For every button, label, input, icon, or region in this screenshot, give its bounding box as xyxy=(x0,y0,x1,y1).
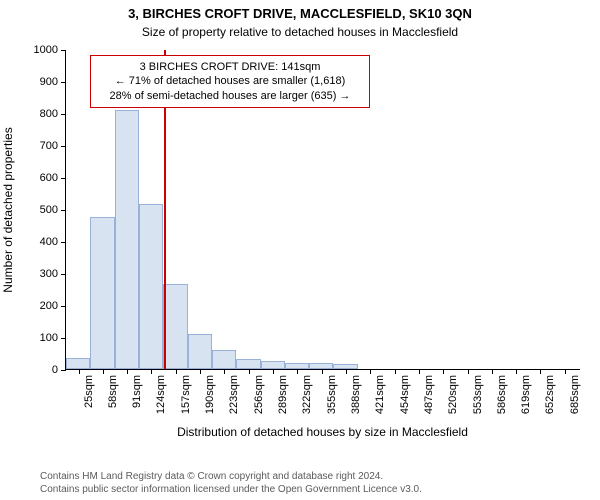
x-tick xyxy=(79,369,80,374)
histogram-bar xyxy=(309,363,333,369)
y-tick-label: 1000 xyxy=(34,44,66,56)
x-tick-label: 91sqm xyxy=(131,375,143,408)
x-tick-label: 619sqm xyxy=(520,375,532,414)
x-tick-label: 586sqm xyxy=(496,375,508,414)
x-tick-label: 190sqm xyxy=(204,375,216,414)
x-tick xyxy=(346,369,347,374)
x-tick xyxy=(176,369,177,374)
x-tick xyxy=(492,369,493,374)
footer-text: Contains HM Land Registry data © Crown c… xyxy=(40,470,422,496)
histogram-bar xyxy=(333,364,357,369)
x-tick-label: 355sqm xyxy=(326,375,338,414)
footer-line-1: Contains HM Land Registry data © Crown c… xyxy=(40,470,422,483)
y-tick-label: 600 xyxy=(40,172,66,184)
x-tick-label: 520sqm xyxy=(447,375,459,414)
x-tick-label: 322sqm xyxy=(301,375,313,414)
chart-container: { "chart": { "type": "histogram", "title… xyxy=(0,0,600,500)
x-tick xyxy=(103,369,104,374)
chart-subtitle: Size of property relative to detached ho… xyxy=(0,25,600,39)
x-tick xyxy=(200,369,201,374)
x-tick-label: 685sqm xyxy=(569,375,581,414)
y-tick-label: 0 xyxy=(52,364,66,376)
annotation-line: 28% of semi-detached houses are larger (… xyxy=(97,89,363,103)
y-tick-label: 300 xyxy=(40,268,66,280)
x-tick xyxy=(297,369,298,374)
y-tick-label: 400 xyxy=(40,236,66,248)
x-tick-label: 157sqm xyxy=(180,375,192,414)
histogram-bar xyxy=(236,359,260,369)
x-tick-label: 487sqm xyxy=(423,375,435,414)
x-tick xyxy=(322,369,323,374)
histogram-bar xyxy=(90,217,114,369)
annotation-line: ← 71% of detached houses are smaller (1,… xyxy=(97,74,363,88)
x-tick-label: 58sqm xyxy=(107,375,119,408)
x-tick xyxy=(395,369,396,374)
y-tick-label: 200 xyxy=(40,300,66,312)
histogram-bar xyxy=(163,284,187,369)
x-tick-label: 124sqm xyxy=(155,375,167,414)
x-tick xyxy=(540,369,541,374)
y-tick-label: 700 xyxy=(40,140,66,152)
histogram-bar xyxy=(66,358,90,369)
x-tick xyxy=(151,369,152,374)
histogram-bar xyxy=(261,361,285,369)
y-tick-label: 800 xyxy=(40,108,66,120)
annotation-line: 3 BIRCHES CROFT DRIVE: 141sqm xyxy=(97,60,363,74)
x-tick-label: 652sqm xyxy=(544,375,556,414)
y-tick-label: 100 xyxy=(40,332,66,344)
x-tick-label: 256sqm xyxy=(253,375,265,414)
x-tick-label: 421sqm xyxy=(374,375,386,414)
x-tick xyxy=(127,369,128,374)
x-tick-label: 553sqm xyxy=(472,375,484,414)
x-tick xyxy=(419,369,420,374)
histogram-bar xyxy=(188,334,212,369)
histogram-bar xyxy=(285,363,309,369)
y-tick-label: 900 xyxy=(40,76,66,88)
x-tick-label: 388sqm xyxy=(350,375,362,414)
x-tick-label: 223sqm xyxy=(228,375,240,414)
x-tick xyxy=(224,369,225,374)
x-tick xyxy=(370,369,371,374)
x-tick-label: 289sqm xyxy=(277,375,289,414)
x-tick-label: 25sqm xyxy=(83,375,95,408)
y-tick-label: 500 xyxy=(40,204,66,216)
annotation-box: 3 BIRCHES CROFT DRIVE: 141sqm← 71% of de… xyxy=(90,55,370,108)
x-axis-label: Distribution of detached houses by size … xyxy=(65,425,580,439)
x-tick xyxy=(443,369,444,374)
x-tick xyxy=(516,369,517,374)
y-axis-label: Number of detached properties xyxy=(1,127,15,292)
histogram-bar xyxy=(115,110,139,369)
histogram-bar xyxy=(212,350,236,369)
x-tick xyxy=(273,369,274,374)
x-tick xyxy=(565,369,566,374)
x-tick-label: 454sqm xyxy=(399,375,411,414)
histogram-bar xyxy=(139,204,163,369)
chart-title: 3, BIRCHES CROFT DRIVE, MACCLESFIELD, SK… xyxy=(0,6,600,21)
footer-line-2: Contains public sector information licen… xyxy=(40,483,422,496)
x-tick xyxy=(249,369,250,374)
x-tick xyxy=(468,369,469,374)
